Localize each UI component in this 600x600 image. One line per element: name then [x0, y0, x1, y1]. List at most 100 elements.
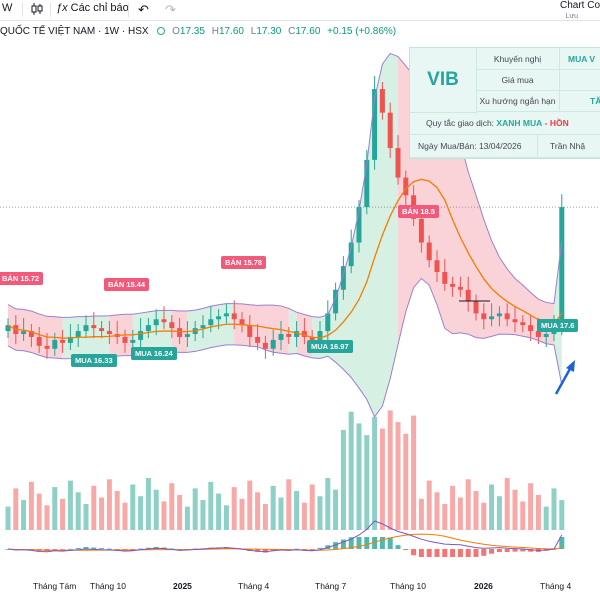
macd-histogram-bar — [520, 549, 526, 552]
rule-green: XANH MUA — [496, 118, 543, 128]
macd-histogram-bar — [340, 539, 346, 549]
macd-histogram-bar — [426, 549, 432, 557]
candle-body — [5, 325, 11, 332]
volume-bar — [44, 505, 50, 530]
open-label: O — [172, 26, 180, 37]
candle-body — [216, 316, 222, 320]
candle-body — [504, 313, 510, 320]
volume-bar — [294, 491, 300, 530]
recommendation-label: Khuyến nghị — [476, 48, 560, 70]
macd-histogram-bar — [418, 549, 424, 557]
candle-body — [60, 339, 66, 343]
rule-label: Quy tắc giao dịch: — [426, 118, 495, 128]
volume-bar — [270, 485, 276, 530]
volume-bar — [192, 488, 198, 530]
candle-body — [543, 334, 549, 337]
macd-histogram-bar — [309, 549, 315, 550]
volume-bar — [465, 479, 471, 530]
volume-bar — [364, 435, 370, 530]
volume-bar — [21, 500, 27, 530]
volume-bar — [301, 502, 307, 530]
candle-body — [379, 89, 385, 113]
candle-body — [153, 319, 159, 326]
fx-icon: ƒx — [56, 2, 68, 14]
volume-bar — [559, 500, 565, 530]
candle-body — [418, 218, 424, 243]
candle-body — [122, 336, 128, 343]
volume-bar — [504, 478, 510, 530]
candle-body — [223, 313, 229, 317]
volume-bar — [91, 485, 97, 530]
macd-histogram-bar — [379, 537, 385, 549]
author: Trần Nhậ — [538, 135, 600, 158]
candle-body — [294, 331, 300, 337]
volume-bar — [262, 504, 268, 530]
volume-bar — [208, 481, 214, 530]
toolbar-divider — [22, 3, 23, 17]
volume-bar — [473, 491, 479, 530]
buy-signal-tag: MUA 16.24 — [131, 347, 177, 360]
volume-bar — [83, 504, 89, 530]
candle-body — [473, 301, 479, 314]
candle-body — [255, 336, 261, 343]
macd-histogram-bar — [333, 542, 339, 549]
volume-bar — [239, 498, 245, 530]
chart-name-box[interactable]: Chart Co Lưu — [560, 0, 600, 22]
x-axis-label: 2026 — [474, 581, 493, 591]
undo-button[interactable]: ↶ — [138, 2, 149, 18]
macd-histogram-bar — [91, 547, 97, 549]
volume-bar — [551, 488, 557, 530]
candle-body — [99, 328, 105, 332]
volume-bar — [5, 506, 11, 530]
volume-bar — [106, 479, 112, 530]
volume-bar — [481, 502, 487, 530]
candle-body — [309, 336, 315, 340]
volume-bar — [489, 484, 495, 530]
volume-bar — [387, 410, 393, 530]
candle-body — [270, 339, 276, 349]
volume-bar — [348, 411, 354, 530]
macd-histogram-bar — [255, 549, 261, 552]
buy-signal-tag: MUA 17.6 — [537, 319, 579, 332]
candle-body — [535, 331, 541, 337]
candle-body — [67, 336, 73, 343]
upper-band-line — [7, 52, 563, 318]
moving-average-line — [7, 178, 563, 339]
redo-button[interactable]: ↷ — [165, 2, 176, 18]
candle-body — [75, 331, 81, 337]
candle-body — [247, 325, 253, 337]
bollinger-band-fill — [312, 53, 398, 417]
macd-histogram-bar — [559, 537, 565, 549]
volume-bar — [442, 504, 448, 530]
indicators-button[interactable]: ƒx Các chỉ báo — [56, 2, 129, 14]
x-axis-label: Tháng 7 — [315, 581, 347, 591]
recommendation-value: MUA V — [560, 48, 600, 70]
candle-body — [130, 339, 136, 343]
macd-histogram-bar — [138, 548, 144, 550]
candle-body — [239, 319, 245, 326]
volume-bar — [457, 497, 463, 530]
candle-body — [512, 319, 518, 323]
candle-body — [145, 325, 151, 332]
symbol-name[interactable]: QUỐC TẾ VIỆT NAM · 1W · HSX — [0, 26, 149, 37]
volume-bar — [543, 506, 549, 530]
sell-signal-tag: BÁN 15.44 — [104, 278, 150, 291]
volume-bar — [52, 487, 58, 530]
macd-histogram-bar — [99, 548, 105, 549]
candle-body — [286, 334, 292, 337]
candle-body — [333, 289, 339, 314]
macd-histogram-bar — [83, 546, 89, 549]
volume-bar — [184, 506, 190, 530]
volume-bar — [333, 489, 339, 530]
candle-body — [28, 331, 34, 337]
candle-body — [450, 283, 456, 287]
candle-type-button[interactable] — [30, 2, 44, 16]
candle-body — [177, 328, 183, 337]
low-value: 17.30 — [256, 26, 282, 37]
candle-body — [364, 159, 370, 208]
candle-body — [403, 177, 409, 196]
interval-button[interactable]: W — [2, 2, 12, 14]
volume-bar — [340, 429, 346, 530]
chart-name: Chart Co — [559, 0, 600, 11]
